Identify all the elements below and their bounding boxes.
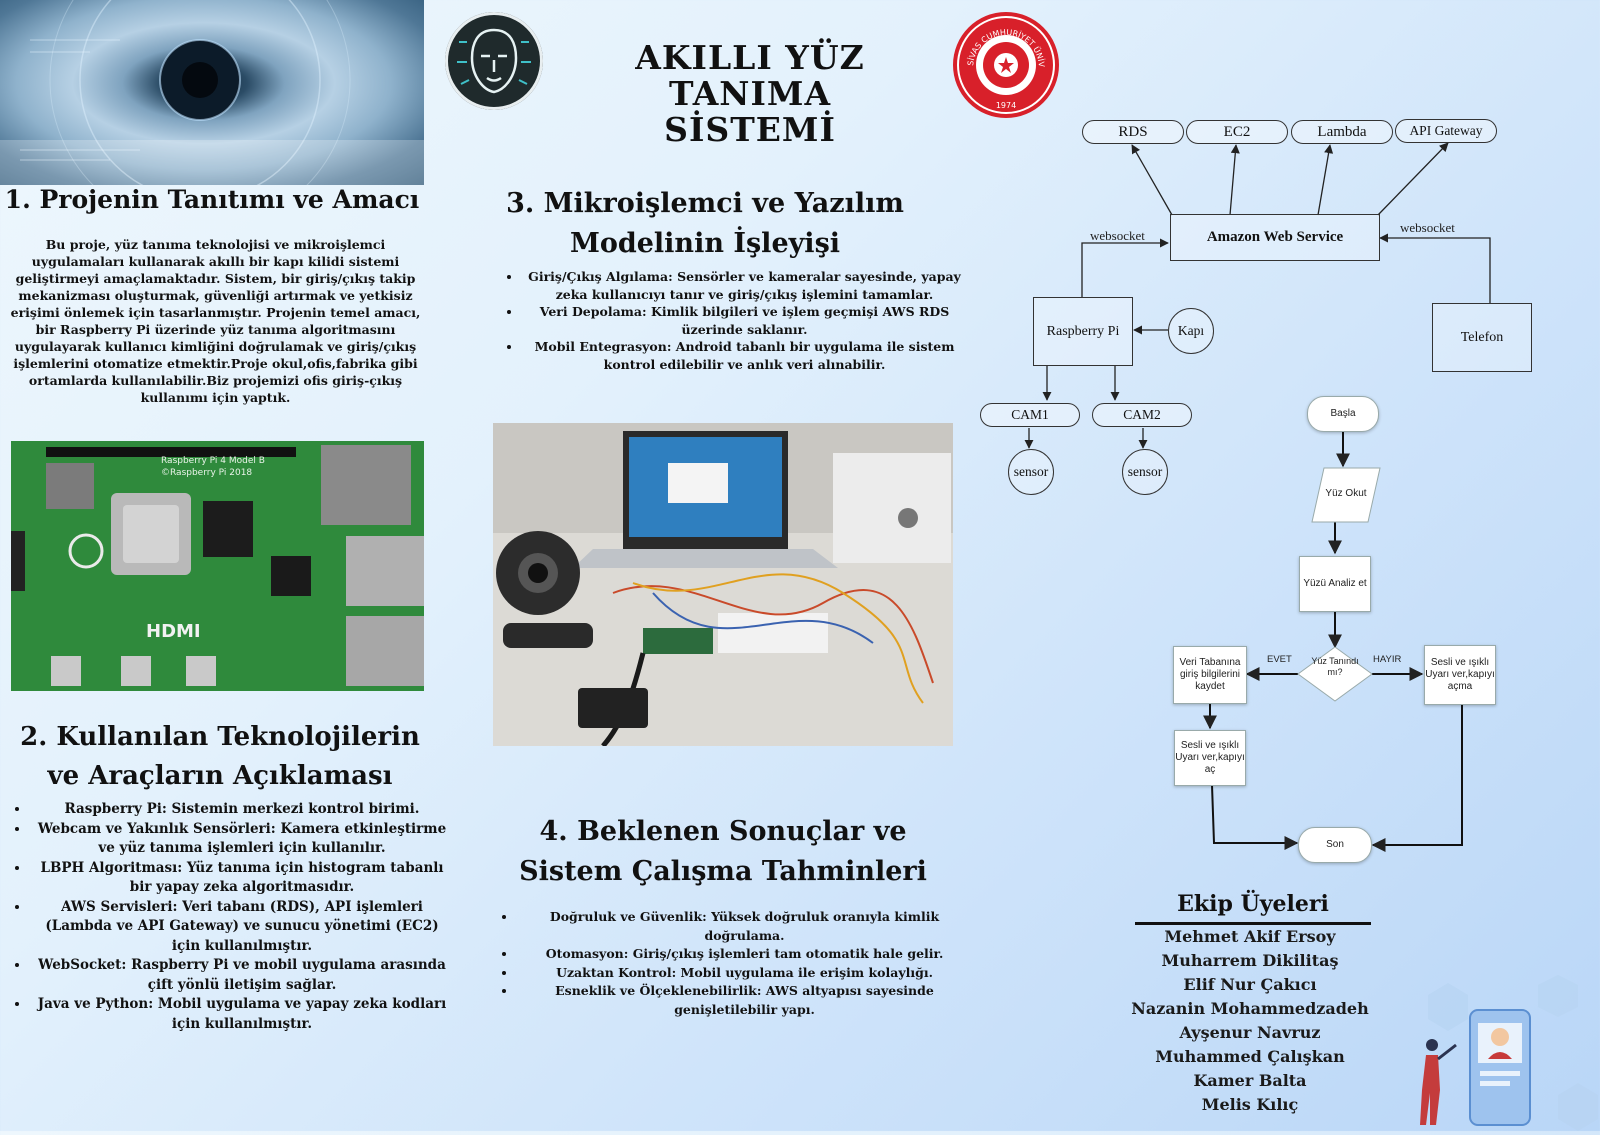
team-member: Nazanin Mohammedzadeh	[1131, 999, 1369, 1018]
section4-list: Doğruluk ve Güvenlik: Yüksek doğruluk or…	[495, 908, 972, 1019]
list-item: Veri Depolama: Kimlik bilgileri ve işlem…	[522, 303, 967, 338]
cam1-node: CAM1	[980, 403, 1080, 427]
flow-save: Veri Tabanına giriş bilgilerini kaydet	[1173, 646, 1247, 704]
websocket-right-label: websocket	[1400, 220, 1455, 235]
eye-scan-photo	[0, 0, 424, 185]
team-member: Mehmet Akif Ersoy	[1164, 927, 1336, 946]
flow-decision-label: Yüz Tanındı mı?	[1311, 656, 1359, 677]
section3-heading: 3. Mikroişlemci ve Yazılım Modelinin İşl…	[506, 188, 904, 259]
flow-read-label: Yüz Okut	[1325, 488, 1367, 499]
sensor2-node: sensor	[1122, 449, 1168, 495]
team-member: Muhammed Çalışkan	[1155, 1047, 1345, 1066]
websocket-left-label: websocket	[1090, 228, 1145, 243]
service-ec2: EC2	[1186, 120, 1288, 144]
raspberry-pi-box: Raspberry Pi	[1033, 297, 1133, 366]
section1-heading: 1. Projenin Tanıtımı ve Amacı	[4, 185, 420, 214]
raspberry-pi-board-photo: Raspberry Pi 4 Model B ©Raspberry Pi 201…	[11, 441, 424, 691]
team-list: Mehmet Akif Ersoy Muharrem Dikilitaş Eli…	[1110, 925, 1390, 1117]
sensor1-node: sensor	[1008, 449, 1054, 495]
list-item: Webcam ve Yakınlık Sensörleri: Kamera et…	[30, 820, 454, 859]
rpi-board-label: Raspberry Pi 4 Model B	[161, 456, 265, 466]
flow-open: Sesli ve ışıklı Uyarı ver,kapıyı aç	[1174, 730, 1246, 786]
cam2-node: CAM2	[1092, 403, 1192, 427]
team-member: Elif Nur Çakıcı	[1183, 975, 1317, 994]
rpi-board-copyright: ©Raspberry Pi 2018	[161, 468, 252, 478]
title-line-2: SİSTEMİ	[664, 110, 836, 149]
flow-deny: Sesli ve ışıklı Uyarı ver,kapıyı açma	[1424, 645, 1496, 705]
section1-text: Bu proje, yüz tanıma teknolojisi ve mikr…	[10, 237, 421, 405]
seal-year: 1974	[996, 101, 1016, 110]
team-member: Melis Kılıç	[1201, 1095, 1299, 1114]
flow-yes-label: EVET	[1267, 654, 1292, 665]
list-item: Raspberry Pi: Sistemin merkezi kontrol b…	[30, 800, 454, 820]
phone-box: Telefon	[1432, 303, 1532, 372]
rpi-hdmi-label: HDMI	[146, 621, 201, 642]
list-item: Uzaktan Kontrol: Mobil uygulama ile eriş…	[517, 964, 972, 983]
title-line-1: AKILLI YÜZ TANIMA	[635, 38, 865, 113]
face-ai-logo	[445, 12, 543, 110]
flow-end: Son	[1298, 827, 1372, 863]
team-member: Ayşenur Navruz	[1179, 1023, 1321, 1042]
flow-start: Başla	[1307, 396, 1379, 432]
door-node: Kapı	[1168, 308, 1214, 354]
list-item: Esneklik ve Ölçeklenebilirlik: AWS altya…	[517, 982, 972, 1019]
face-recognition-illustration	[1408, 975, 1600, 1131]
team-member: Kamer Balta	[1193, 1071, 1307, 1090]
list-item: Giriş/Çıkış Algılama: Sensörler ve kamer…	[522, 268, 967, 303]
team-member: Muharrem Dikilitaş	[1161, 951, 1339, 970]
section2-list: Raspberry Pi: Sistemin merkezi kontrol b…	[8, 800, 454, 1034]
section3-list: Giriş/Çıkış Algılama: Sensörler ve kamer…	[500, 268, 967, 373]
flow-no-label: HAYIR	[1373, 654, 1402, 665]
list-item: Otomasyon: Giriş/çıkış işlemleri tam oto…	[517, 945, 972, 964]
list-item: Doğruluk ve Güvenlik: Yüksek doğruluk or…	[517, 908, 972, 945]
service-rds: RDS	[1082, 120, 1184, 144]
university-seal-logo: SİVAS CUMHURİYET ÜNİVERSİTESİ 1974	[950, 4, 1059, 118]
hardware-setup-photo	[493, 423, 953, 746]
team-heading: Ekip Üyeleri	[1177, 891, 1329, 917]
list-item: LBPH Algoritması: Yüz tanıma için histog…	[30, 859, 454, 898]
flow-decision-diamond	[1297, 646, 1373, 702]
service-lambda: Lambda	[1291, 120, 1393, 144]
service-api-gateway: API Gateway	[1395, 119, 1497, 143]
team-heading-underline	[1135, 922, 1371, 925]
list-item: Java ve Python: Mobil uygulama ve yapay …	[30, 995, 454, 1034]
page-title: AKILLI YÜZ TANIMA SİSTEMİ	[555, 40, 945, 148]
section4-heading: 4. Beklenen Sonuçlar ve Sistem Çalışma T…	[519, 816, 927, 887]
list-item: WebSocket: Raspberry Pi ve mobil uygulam…	[30, 956, 454, 995]
flow-read-parallelogram	[1311, 467, 1381, 523]
list-item: Mobil Entegrasyon: Android tabanlı bir u…	[522, 338, 967, 373]
list-item: AWS Servisleri: Veri tabanı (RDS), API i…	[30, 898, 454, 957]
flow-analyze: Yüzü Analiz et	[1299, 556, 1371, 612]
aws-box: Amazon Web Service	[1170, 214, 1380, 261]
section2-heading: 2. Kullanılan Teknolojilerin ve Araçları…	[20, 722, 420, 791]
